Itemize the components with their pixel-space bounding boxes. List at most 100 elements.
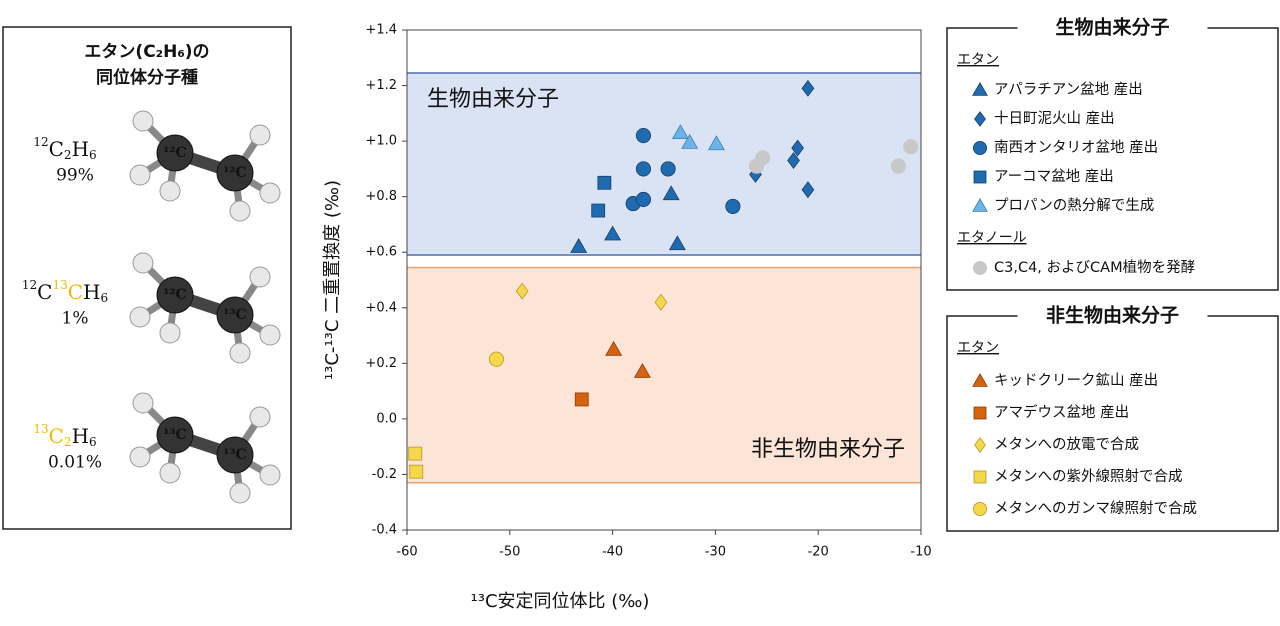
x-tick-label: -20 [808,545,829,560]
point [409,464,424,479]
point [633,363,651,378]
formula: 13C2H6 [33,422,96,449]
point [801,181,815,199]
point [635,191,651,207]
legend-title: 非生物由来分子 [1046,304,1179,327]
hydrogen [259,182,281,204]
y-axis-label: ¹³C-¹³C 二重置換度 (‰) [322,180,343,380]
legend-label: メタンへの放電で合成 [994,436,1139,453]
hydrogen [129,446,151,468]
atom-label: ¹²C [223,165,246,181]
point [515,282,529,300]
formula-part: H [72,137,89,161]
x-tick-label: -40 [602,545,623,560]
formula-part: 6 [101,291,109,305]
hydrogen [249,406,271,428]
point [604,225,622,241]
point [973,260,988,275]
point [668,235,686,251]
legend-section: エタノール [957,230,1027,246]
plot-frame [406,29,922,531]
y-tick-label: +1.2 [365,78,397,93]
hydrogen [129,164,151,186]
hydrogen [229,200,251,222]
point [570,238,588,253]
carbon [216,296,254,334]
carbon [156,134,194,172]
point [662,185,680,201]
point [408,446,423,461]
hydrogen [132,110,154,132]
legend-section: エタン [957,340,999,356]
hydrogen [249,124,271,146]
formula-part: 13 [52,278,67,292]
point [597,175,612,190]
hydrogen [132,252,154,274]
formula-part: C [49,424,64,448]
legend-label: メタンへの紫外線照射で合成 [994,468,1183,485]
y-tick-label: +0.4 [365,300,397,315]
y-tick-label: +0.8 [365,189,397,204]
point [591,203,606,218]
legend-title: 生物由来分子 [1055,16,1169,39]
legend-label: アーコマ盆地 産出 [994,168,1114,185]
point [707,135,725,151]
legend-label: 十日町泥火山 産出 [994,110,1115,127]
point [635,128,651,144]
point [972,372,988,387]
point [974,111,986,127]
formula: 12C2H6 [33,135,96,162]
formula-part: 12 [33,135,48,149]
y-tick-label: +1.4 [365,23,397,38]
point [574,392,589,407]
hydrogen [249,266,271,288]
formula-part: C [37,280,52,304]
carbon [216,436,254,474]
point [488,351,504,367]
point [973,501,988,516]
hydrogen [159,322,181,344]
carbon [216,154,254,192]
legend-title-bg [1017,16,1208,40]
abundance: 0.01% [48,453,102,473]
point [973,470,987,484]
formula-part: C [49,137,64,161]
legend-section: エタン [957,52,999,68]
panel-title: エタン(C₂H₆)の [84,42,209,62]
formula-part: C [68,280,83,304]
carbon [156,416,194,454]
hydrogen [132,392,154,414]
x-tick-label: -60 [396,545,417,560]
x-tick-label: -50 [499,545,520,560]
y-tick-label: -0.4 [372,523,397,538]
y-tick-label: 0.0 [376,411,397,426]
legend-label: キッドクリーク鉱山 産出 [994,371,1158,389]
formula-part: 2 [64,435,72,449]
region-label: 非生物由来分子 [751,437,905,462]
abundance: 99% [56,166,94,186]
formula-part: 6 [89,435,97,449]
point [973,140,988,155]
hydrogen [229,482,251,504]
x-tick-label: -10 [910,545,931,560]
hydrogen [129,306,151,328]
point [681,133,699,149]
point [903,139,919,155]
formula-part: 13 [33,422,48,436]
hydrogen [159,180,181,202]
formula-part: 2 [64,148,72,162]
y-tick-label: -0.2 [372,467,397,482]
point [605,340,623,356]
atom-label: ¹³C [163,427,186,443]
legend-title-bg [1017,304,1208,328]
hydrogen [229,342,251,364]
hydrogen [259,464,281,486]
point [801,79,815,97]
abundance: 1% [62,309,89,329]
y-tick-label: +1.0 [365,134,397,149]
formula-part: H [72,424,89,448]
point [973,406,987,420]
atom-label: ¹²C [163,287,186,303]
x-tick-label: -30 [705,545,726,560]
